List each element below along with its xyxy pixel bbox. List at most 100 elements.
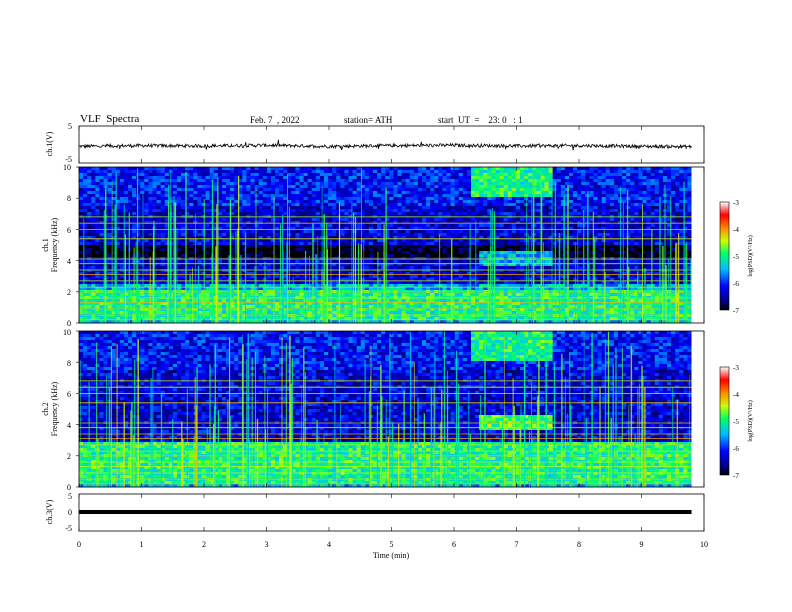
spectrogram-cell (344, 209, 348, 212)
spectrogram-cell (308, 260, 312, 263)
spectrogram-cell (189, 227, 193, 230)
spectrogram-cell (365, 227, 369, 230)
spectrogram-cell (410, 191, 414, 194)
spectrogram-cell (357, 224, 361, 227)
spectrogram-cell (606, 245, 610, 248)
spectrogram-cell (655, 197, 659, 200)
spectrogram-cell (255, 251, 259, 254)
spectrogram-cell (189, 167, 193, 170)
spectrogram-cell (275, 188, 279, 191)
spectrogram-cell (189, 209, 193, 212)
spectrogram-cell (557, 224, 561, 227)
spectrogram-cell (173, 179, 177, 182)
spectrogram-cell (79, 191, 83, 194)
spectrogram-cell (569, 203, 573, 206)
spectrogram-cell (565, 239, 569, 242)
spectrogram-cell (222, 185, 226, 188)
spectrogram-cell (418, 206, 422, 209)
spectrogram-cell (108, 197, 112, 200)
spectrogram-cell (406, 209, 410, 212)
spectrogram-cell (581, 203, 585, 206)
spectrogram-cell (144, 254, 148, 257)
spectrogram-cell (393, 194, 397, 197)
spectrogram-cell (545, 242, 549, 245)
spectrogram-cell (324, 206, 328, 209)
spectrogram-cell (479, 224, 483, 227)
spectrogram-cell (255, 176, 259, 179)
spectrogram-cell (463, 224, 467, 227)
spectrogram-cell (393, 182, 397, 185)
spectrogram-cell (500, 248, 504, 251)
spectrogram-cell (340, 200, 344, 203)
spectrogram-cell (451, 188, 455, 191)
spectrogram-cell (643, 254, 647, 257)
spectrogram-cell (455, 179, 459, 182)
spectrogram-cell (344, 200, 348, 203)
spectrogram-cell (271, 197, 275, 200)
spectrogram-cell (463, 182, 467, 185)
spectrogram-cell (173, 182, 177, 185)
spectrogram-cell (340, 191, 344, 194)
spectrogram-cell (536, 203, 540, 206)
spectrogram-cell (336, 188, 340, 191)
spectrogram-cell (491, 176, 495, 179)
spectrogram-cell (279, 203, 283, 206)
spectrogram-cell (291, 221, 295, 224)
spectrogram-cell (112, 167, 116, 170)
spectrogram-cell (189, 203, 193, 206)
spectrogram-cell (398, 200, 402, 203)
spectrogram-cell (426, 176, 430, 179)
spectrogram-cell (565, 167, 569, 170)
spectrogram-cell (565, 242, 569, 245)
spectrogram-cell (655, 245, 659, 248)
spectrogram-cell (463, 233, 467, 236)
spectrogram-cell (467, 233, 471, 236)
spectrogram-cell (226, 182, 230, 185)
spectrogram-cell (451, 179, 455, 182)
spectrogram-cell (128, 200, 132, 203)
spectrogram-cell (161, 191, 165, 194)
spectrogram-cell (140, 188, 144, 191)
spectrogram-cell (255, 218, 259, 221)
spectrogram-cell (447, 242, 451, 245)
spectrogram-cell (222, 209, 226, 212)
spectrogram-cell (291, 179, 295, 182)
spectrogram-cell (651, 182, 655, 185)
spectrogram-cell (671, 212, 675, 215)
spectrogram-cell (479, 233, 483, 236)
spectrogram-cell (491, 170, 495, 173)
spectrogram-cell (95, 251, 99, 254)
spectrogram-cell (353, 188, 357, 191)
spectrogram-cell (459, 224, 463, 227)
spectrogram-cell (483, 194, 487, 197)
spectrogram-cell (132, 227, 136, 230)
spectrogram-cell (500, 251, 504, 254)
spectrogram-cell (618, 182, 622, 185)
spectrogram-cell (332, 221, 336, 224)
spectrogram-cell (549, 203, 553, 206)
spectrogram-cell (181, 218, 185, 221)
spectrogram-cell (402, 194, 406, 197)
spectrogram-cell (614, 170, 618, 173)
spectrogram-cell (626, 188, 630, 191)
spectrogram-cell (549, 242, 553, 245)
spectrogram-cell (389, 221, 393, 224)
spectrogram-cell (545, 179, 549, 182)
spectrogram-cell (671, 170, 675, 173)
spectrogram-cell (99, 248, 103, 251)
spectrogram-cell (630, 191, 634, 194)
spectrogram-cell (573, 191, 577, 194)
spectrogram-cell (295, 260, 299, 263)
spectrogram-cell (79, 251, 83, 254)
spectrogram-cell (83, 179, 87, 182)
spectrogram-cell (91, 260, 95, 263)
spectrogram-cell (95, 233, 99, 236)
spectrogram-cell (271, 194, 275, 197)
spectrogram-cell (136, 212, 140, 215)
spectrogram-cell (598, 191, 602, 194)
spectrogram-cell (283, 224, 287, 227)
spectrogram-cell (638, 194, 642, 197)
spectrogram-cell (344, 260, 348, 263)
spectrogram-cell (295, 191, 299, 194)
spectrogram-cell (504, 197, 508, 200)
